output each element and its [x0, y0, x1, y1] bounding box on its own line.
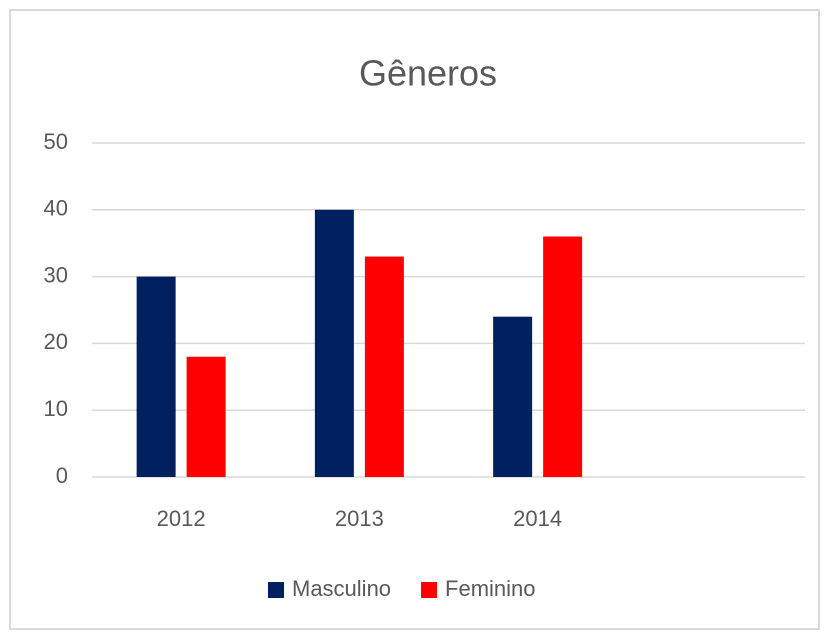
y-tick-label: 20 [44, 329, 68, 354]
y-tick-label: 50 [44, 129, 68, 154]
x-tick-label: 2014 [513, 506, 562, 531]
x-tick-label: 2012 [157, 506, 206, 531]
bar [314, 209, 354, 478]
chart-border [9, 9, 820, 630]
bar [136, 276, 176, 477]
y-tick-label: 0 [56, 463, 68, 488]
y-tick-label: 40 [44, 196, 68, 221]
bar [543, 236, 583, 477]
bar [493, 316, 533, 477]
y-tick-label: 30 [44, 262, 68, 287]
bar [364, 256, 404, 477]
bar [186, 356, 226, 477]
legend-label: Feminino [445, 576, 535, 601]
y-tick-label: 10 [44, 396, 68, 421]
chart-title: Gêneros [359, 53, 497, 94]
legend-swatch [421, 582, 438, 598]
legend-label: Masculino [292, 576, 391, 601]
x-tick-label: 2013 [335, 506, 384, 531]
legend-swatch [268, 582, 284, 598]
